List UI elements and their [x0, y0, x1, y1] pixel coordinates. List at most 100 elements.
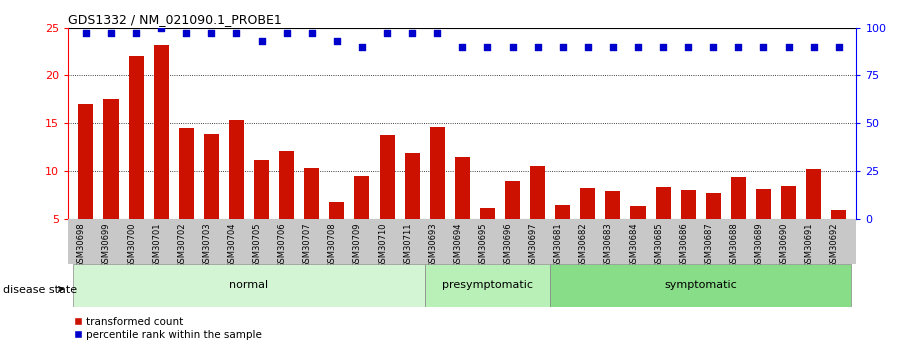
Bar	[229, 120, 244, 219]
Bar	[756, 189, 771, 219]
Text: GSM30681: GSM30681	[554, 223, 563, 268]
Bar	[555, 205, 570, 219]
Bar	[550, 264, 851, 307]
Text: presymptomatic: presymptomatic	[442, 280, 533, 290]
Text: symptomatic: symptomatic	[664, 280, 737, 290]
Text: GSM30704: GSM30704	[228, 223, 237, 268]
Bar	[505, 181, 520, 219]
Point	[179, 31, 193, 36]
Legend: transformed count, percentile rank within the sample: transformed count, percentile rank withi…	[74, 317, 261, 340]
Point	[681, 44, 695, 49]
Bar	[179, 128, 194, 219]
Point	[330, 38, 344, 44]
Bar	[304, 168, 319, 219]
Bar	[380, 135, 394, 219]
Text: GSM30693: GSM30693	[428, 223, 437, 268]
Bar	[154, 45, 169, 219]
Bar	[455, 157, 470, 219]
Text: GSM30708: GSM30708	[328, 223, 337, 268]
Point	[506, 44, 520, 49]
Point	[404, 31, 419, 36]
Bar	[425, 264, 550, 307]
Point	[354, 44, 369, 49]
Point	[756, 44, 771, 49]
Point	[430, 31, 445, 36]
Text: GSM30692: GSM30692	[830, 223, 839, 268]
Point	[230, 31, 244, 36]
Bar	[354, 176, 370, 219]
Text: GSM30690: GSM30690	[780, 223, 789, 268]
Text: GSM30686: GSM30686	[680, 223, 688, 268]
Bar	[128, 56, 144, 219]
Point	[480, 44, 495, 49]
Point	[530, 44, 545, 49]
Point	[455, 44, 470, 49]
Text: GSM30703: GSM30703	[202, 223, 211, 268]
Text: GSM30699: GSM30699	[102, 223, 111, 268]
Point	[104, 31, 118, 36]
Bar	[630, 206, 646, 219]
Text: GSM30695: GSM30695	[478, 223, 487, 268]
Text: GSM30682: GSM30682	[578, 223, 588, 268]
Bar	[279, 151, 294, 219]
Point	[806, 44, 821, 49]
Point	[128, 31, 143, 36]
Bar	[204, 134, 219, 219]
Text: GSM30694: GSM30694	[454, 223, 462, 268]
Text: GDS1332 / NM_021090.1_PROBE1: GDS1332 / NM_021090.1_PROBE1	[68, 13, 282, 27]
Bar	[74, 264, 425, 307]
Point	[630, 44, 645, 49]
Text: GSM30687: GSM30687	[704, 223, 713, 268]
Bar	[530, 166, 545, 219]
Text: GSM30709: GSM30709	[353, 223, 362, 268]
Point	[606, 44, 620, 49]
Bar	[254, 160, 269, 219]
Text: GSM30711: GSM30711	[404, 223, 412, 268]
Text: normal: normal	[230, 280, 269, 290]
Bar	[656, 187, 670, 219]
Text: GSM30685: GSM30685	[654, 223, 663, 268]
Bar	[806, 169, 821, 219]
Bar	[104, 99, 118, 219]
Bar	[404, 153, 420, 219]
Text: GSM30710: GSM30710	[378, 223, 387, 268]
Bar	[731, 177, 746, 219]
Point	[154, 25, 169, 30]
Text: GSM30691: GSM30691	[804, 223, 814, 268]
Point	[280, 31, 294, 36]
Text: GSM30707: GSM30707	[302, 223, 312, 268]
Text: GSM30705: GSM30705	[252, 223, 261, 268]
Bar	[430, 127, 445, 219]
Text: GSM30684: GSM30684	[629, 223, 638, 268]
Text: GSM30688: GSM30688	[730, 223, 739, 268]
Point	[706, 44, 721, 49]
Bar	[78, 104, 94, 219]
Bar	[580, 188, 596, 219]
Point	[832, 44, 846, 49]
Point	[204, 31, 219, 36]
Text: GSM30683: GSM30683	[604, 223, 613, 268]
Text: GSM30697: GSM30697	[528, 223, 537, 268]
Bar	[329, 202, 344, 219]
Bar	[606, 191, 620, 219]
Bar	[480, 208, 495, 219]
Text: GSM30706: GSM30706	[278, 223, 287, 268]
Text: disease state: disease state	[3, 286, 77, 295]
Point	[656, 44, 670, 49]
Bar	[681, 190, 696, 219]
Point	[556, 44, 570, 49]
Point	[78, 31, 93, 36]
Text: GSM30701: GSM30701	[152, 223, 161, 268]
Point	[782, 44, 796, 49]
Bar	[781, 186, 796, 219]
Point	[732, 44, 746, 49]
Text: GSM30700: GSM30700	[127, 223, 136, 268]
Bar	[706, 193, 721, 219]
Point	[254, 38, 269, 44]
Bar	[831, 209, 846, 219]
Point	[580, 44, 595, 49]
Point	[380, 31, 394, 36]
Text: GSM30698: GSM30698	[77, 223, 86, 268]
Text: GSM30696: GSM30696	[504, 223, 513, 268]
Text: GSM30689: GSM30689	[754, 223, 763, 268]
